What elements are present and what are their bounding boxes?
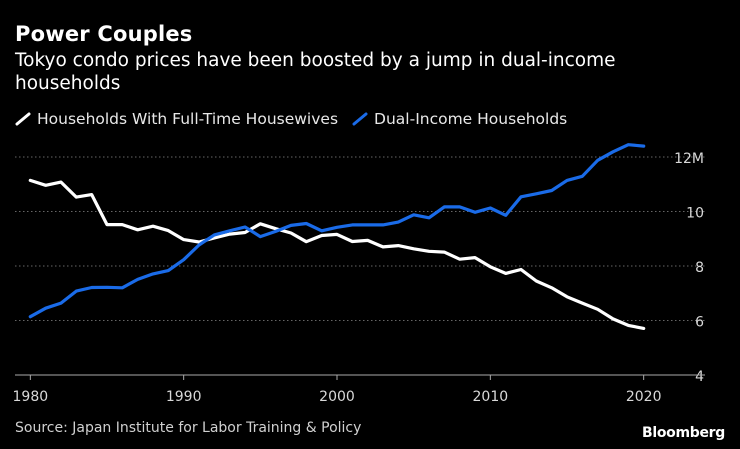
chart-title: Power Couples [15,22,193,46]
legend: Households With Full-Time Housewives Dua… [15,110,581,128]
legend-label-housewives: Households With Full-Time Housewives [37,110,339,128]
y-tick-label-12: 12M [674,151,704,167]
legend-swatch-housewives [15,112,31,126]
legend-item-dual-income: Dual-Income Households [352,110,567,128]
x-tick-label-1990: 1990 [166,389,202,405]
y-tick-label-8: 8 [695,260,704,276]
x-tick-label-1980: 1980 [13,389,49,405]
y-tick-label-6: 6 [695,315,704,331]
series-line-dual-income [28,143,646,319]
chart-subtitle: Tokyo condo prices have been boosted by … [15,50,616,94]
legend-label-dual-income: Dual-Income Households [374,110,568,128]
series-line-housewives [28,178,646,330]
legend-item-housewives: Households With Full-Time Housewives [15,110,338,128]
source-note: Source: Japan Institute for Labor Traini… [15,420,362,436]
y-tick-label-4: 4 [695,369,704,385]
x-tick-label-2020: 2020 [626,389,662,405]
x-tick-label-2010: 2010 [473,389,509,405]
x-tick-label-2000: 2000 [319,389,355,405]
y-tick-label-10: 10 [686,206,704,222]
legend-swatch-dual-income [352,112,368,126]
brand-logo: Bloomberg [641,425,725,441]
